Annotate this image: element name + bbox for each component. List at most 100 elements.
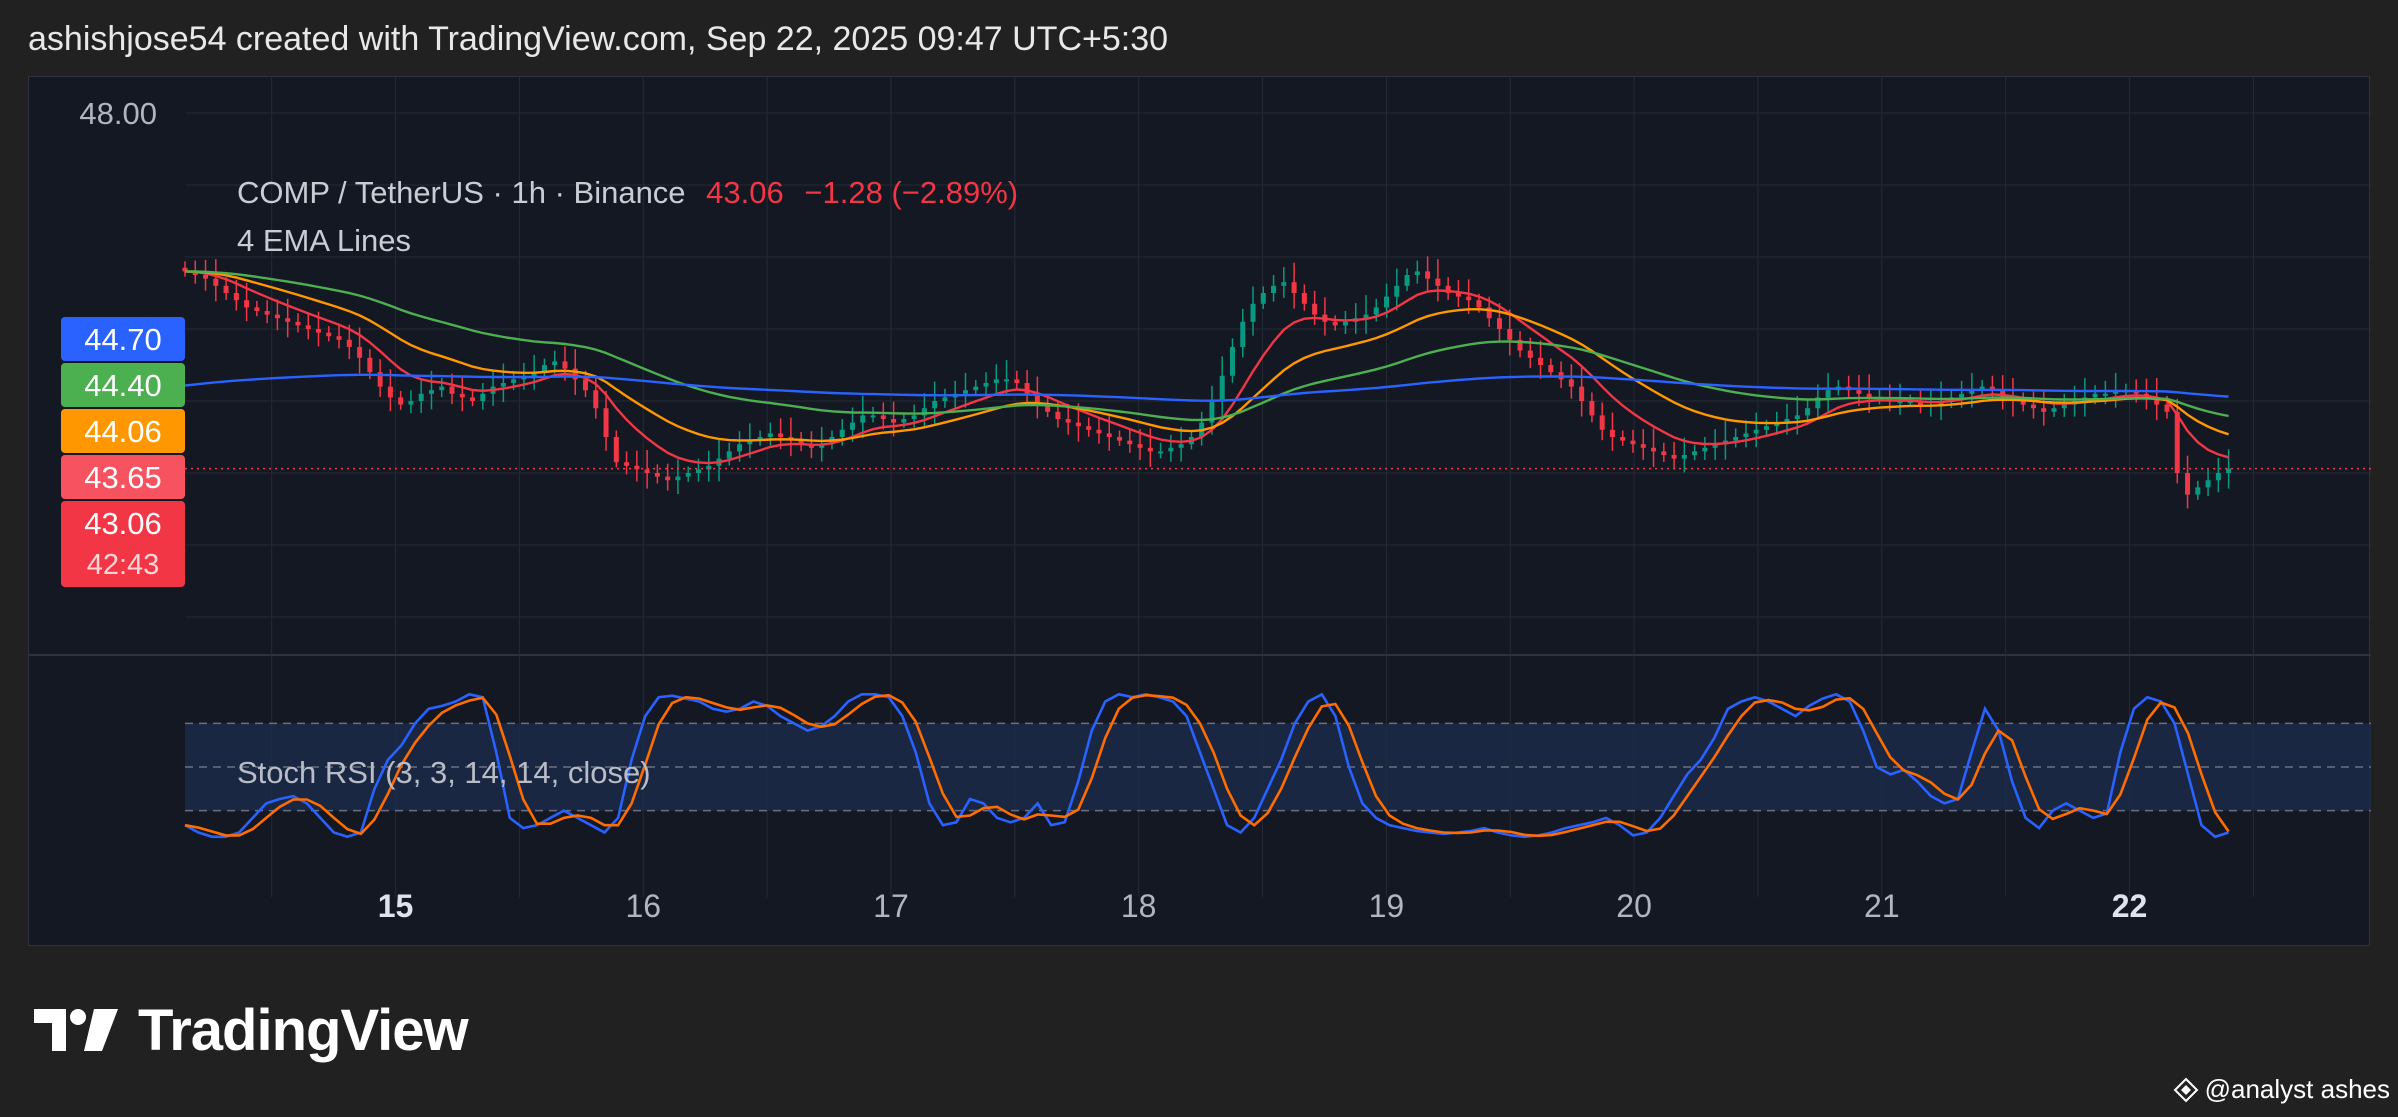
candle xyxy=(808,444,814,448)
x-axis-label: 19 xyxy=(1369,888,1405,924)
ema-indicator-legend[interactable]: 4 EMA Lines xyxy=(237,223,412,258)
price-badge xyxy=(61,363,185,407)
chart-frame[interactable]: 48.0042.00151617181920212244.7044.4044.0… xyxy=(28,76,2371,947)
candle xyxy=(675,476,681,481)
candle xyxy=(1045,404,1051,412)
x-axis-label: 22 xyxy=(2112,888,2148,924)
candle xyxy=(1774,422,1780,427)
candle xyxy=(1979,386,1985,391)
candle xyxy=(1384,296,1390,308)
candle xyxy=(1959,393,1965,398)
candle xyxy=(511,379,517,383)
candle xyxy=(1034,393,1040,405)
candle xyxy=(1168,447,1174,452)
candle xyxy=(2061,404,2067,409)
candle xyxy=(1702,447,1708,452)
price-badge-label: 43.65 xyxy=(84,460,162,495)
candle xyxy=(1692,451,1698,455)
candle xyxy=(2020,401,2026,405)
candle xyxy=(470,397,476,401)
candle xyxy=(973,386,979,391)
ema-line xyxy=(184,270,2229,465)
candle xyxy=(1743,433,1749,437)
candle xyxy=(1609,429,1615,437)
stoch-rsi-legend[interactable]: Stoch RSI (3, 3, 14, 14, close) xyxy=(237,755,651,790)
candle xyxy=(1260,293,1266,304)
candle xyxy=(2164,404,2170,412)
candle xyxy=(654,473,660,477)
candle xyxy=(860,415,866,423)
candle xyxy=(850,422,856,430)
candle xyxy=(2154,397,2160,405)
candle xyxy=(1363,314,1369,319)
candle xyxy=(603,408,609,437)
price-badge xyxy=(61,317,185,361)
candle xyxy=(1538,357,1544,365)
candle xyxy=(1671,455,1677,459)
candle xyxy=(993,379,999,383)
price-badge-label: 44.70 xyxy=(84,322,162,357)
x-axis-label: 17 xyxy=(873,888,909,924)
candle xyxy=(480,393,486,401)
candle xyxy=(1589,401,1595,416)
candle xyxy=(737,444,743,452)
brand-name: TradingView xyxy=(138,997,469,1063)
candle xyxy=(1373,307,1379,315)
candle xyxy=(1763,426,1769,430)
candle xyxy=(1918,401,1924,405)
candle xyxy=(593,390,599,409)
candle xyxy=(665,476,671,481)
candle xyxy=(1989,386,1995,391)
candle xyxy=(1435,278,1441,286)
candle xyxy=(942,397,948,401)
candle xyxy=(1476,300,1482,308)
candle xyxy=(1332,321,1338,326)
candle xyxy=(1466,296,1472,301)
candle xyxy=(1527,350,1533,358)
candle xyxy=(1414,271,1420,275)
candle xyxy=(428,390,434,394)
candle xyxy=(562,361,568,369)
candle xyxy=(336,336,342,340)
candle xyxy=(870,415,876,418)
price-badge-label: 44.40 xyxy=(84,368,162,403)
candle xyxy=(1178,444,1184,448)
candle xyxy=(1127,440,1133,445)
candle xyxy=(254,307,260,311)
candle xyxy=(1455,293,1461,297)
candle xyxy=(1794,415,1800,419)
candle xyxy=(644,469,650,473)
last-price: 43.06 xyxy=(706,175,784,210)
x-axis-label: 18 xyxy=(1121,888,1157,924)
candle xyxy=(1969,390,1975,394)
candle xyxy=(983,383,989,387)
candle xyxy=(1250,303,1256,322)
candle xyxy=(1805,408,1811,416)
candle xyxy=(316,329,322,333)
candle xyxy=(2051,408,2057,412)
candle xyxy=(962,390,968,394)
candle xyxy=(624,462,630,466)
x-axis-label: 16 xyxy=(625,888,661,924)
candle xyxy=(911,415,917,419)
candle xyxy=(1630,440,1636,445)
chart-canvas[interactable]: 48.0042.00151617181920212244.7044.4044.0… xyxy=(29,77,2371,947)
stoch-d-line xyxy=(184,693,2230,838)
candle xyxy=(583,379,589,391)
candle xyxy=(552,361,558,365)
candle xyxy=(244,300,250,308)
candle xyxy=(2102,393,2108,396)
candle xyxy=(1517,339,1523,351)
candle xyxy=(1784,419,1790,423)
candle xyxy=(1240,321,1246,347)
candle xyxy=(932,401,938,409)
symbol-legend[interactable]: COMP / TetherUS · 1h · Binance 43.06 −1.… xyxy=(237,175,1018,211)
candle xyxy=(1661,451,1667,455)
ema-line xyxy=(184,373,2229,402)
candle xyxy=(1651,447,1657,452)
tradingview-branding[interactable]: TradingView xyxy=(32,998,469,1063)
candle xyxy=(1086,426,1092,430)
candle xyxy=(1301,293,1307,304)
candle xyxy=(1496,318,1502,329)
candle xyxy=(295,321,301,326)
